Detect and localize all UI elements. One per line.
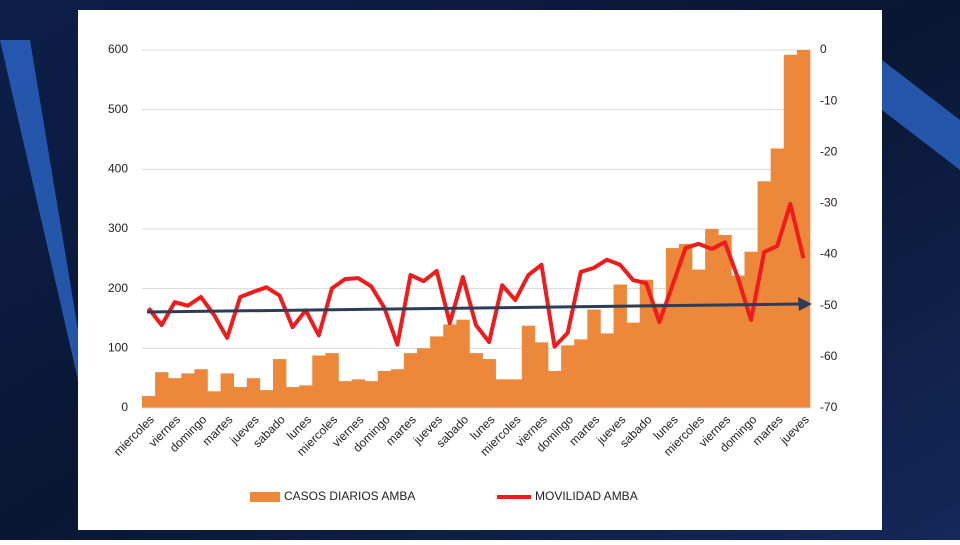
bar [207, 391, 221, 408]
bar [534, 342, 549, 408]
bar [299, 385, 313, 408]
bar [377, 371, 392, 408]
bar [469, 353, 483, 408]
y2-tick-label: 0 [820, 42, 827, 56]
y2-tick-label: -40 [820, 247, 838, 261]
bar [783, 54, 798, 408]
bar [639, 279, 654, 408]
y2-tick-label: -10 [820, 93, 838, 107]
bar [705, 229, 719, 408]
line [146, 201, 806, 349]
bar [626, 322, 641, 408]
bar [286, 387, 300, 408]
bar [259, 390, 274, 408]
bar [272, 359, 287, 408]
bar [417, 348, 431, 408]
y2-tick-label: -60 [820, 349, 838, 363]
y-tick-label: 100 [108, 341, 128, 355]
bar [600, 333, 614, 408]
bar [364, 381, 379, 408]
bar [731, 275, 745, 408]
bar [744, 251, 758, 408]
bar [665, 248, 680, 408]
bar [796, 50, 811, 408]
bar [679, 243, 693, 408]
bar [508, 379, 523, 408]
legend-label: CASOS DIARIOS AMBA [284, 489, 415, 503]
bar [390, 369, 405, 408]
y-tick-label: 0 [121, 400, 128, 414]
y2-tick-label: -30 [820, 196, 838, 210]
bar [338, 381, 352, 408]
y2-tick-label: -50 [820, 298, 838, 312]
y-tick-label: 600 [108, 42, 128, 56]
bar [220, 373, 234, 408]
bar [246, 378, 261, 408]
bar [770, 148, 785, 408]
trend-arrow [146, 302, 801, 314]
bar [613, 284, 627, 408]
bar [692, 269, 706, 408]
y-tick-label: 300 [108, 221, 128, 235]
bar [403, 353, 418, 408]
bar [718, 234, 732, 408]
bar [194, 369, 208, 408]
bar [181, 373, 195, 408]
bar [652, 303, 667, 408]
bar [430, 336, 444, 408]
y-tick-label: 400 [108, 162, 128, 176]
y-tick-label: 500 [108, 102, 128, 116]
bar [587, 309, 601, 408]
bar [325, 353, 339, 408]
y-tick-label: 200 [108, 281, 128, 295]
legend-label: MOVILIDAD AMBA [535, 489, 638, 503]
y2-tick-label: -20 [820, 144, 838, 158]
bar [155, 372, 169, 408]
light-streak [882, 60, 960, 170]
bar [521, 325, 536, 408]
bar [495, 379, 510, 408]
bar [142, 396, 156, 408]
bar [561, 345, 575, 408]
bar [456, 319, 470, 408]
y2-tick-label: -70 [820, 400, 838, 414]
bar [351, 379, 365, 408]
bar [312, 355, 326, 408]
bar [443, 324, 457, 408]
legend-swatch [250, 492, 280, 502]
bar [574, 339, 588, 408]
bar [757, 181, 772, 408]
trend-arrow-head [798, 297, 812, 311]
bar [233, 387, 248, 408]
light-streak [0, 40, 78, 380]
bar [168, 378, 182, 408]
bar [548, 371, 562, 408]
bar [482, 359, 496, 408]
